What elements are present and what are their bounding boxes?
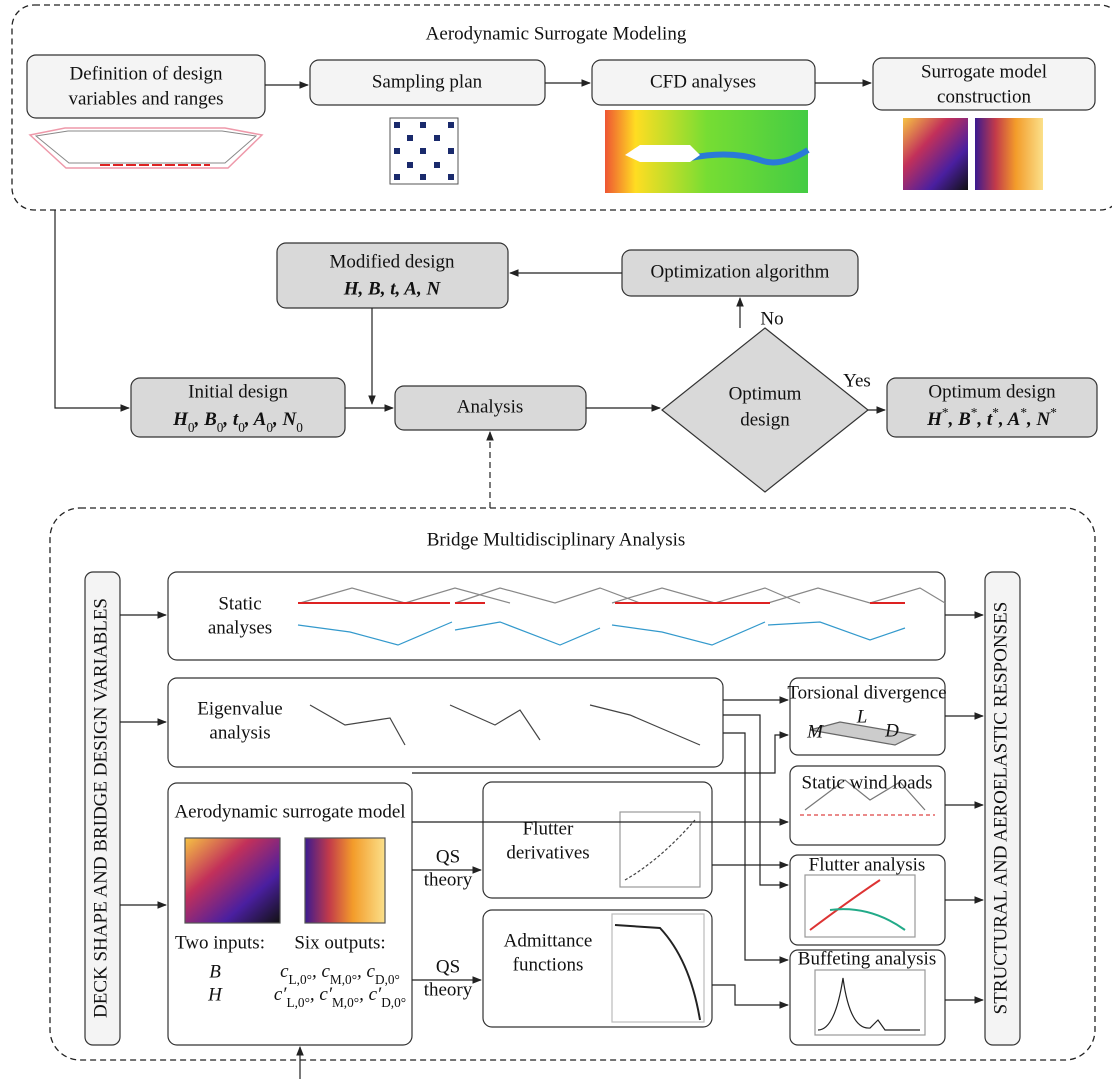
force-label: D [884, 720, 899, 741]
surrogate-plots [903, 118, 1043, 190]
branch-label: No [760, 308, 783, 329]
separator: , [976, 409, 987, 430]
symbol: A [1007, 409, 1021, 430]
decision-label: Optimum [729, 383, 802, 404]
arrow-label: theory [424, 869, 473, 890]
force-label: M [806, 721, 824, 742]
symbol: N [1035, 409, 1051, 430]
box-label: Aerodynamic surrogate model [174, 801, 405, 822]
box-label: Buffeting analysis [798, 948, 936, 969]
input-var: B [209, 961, 221, 982]
box-label: Static [218, 593, 261, 614]
box-label: Flutter analysis [809, 854, 926, 875]
symbol: c′ [274, 984, 287, 1005]
subscript: D,0° [381, 995, 406, 1010]
box-label: Analysis [457, 396, 524, 417]
box-label: Static wind loads [802, 772, 933, 793]
arrow-label: theory [424, 979, 473, 1000]
box-label: Flutter [523, 818, 574, 839]
box-label: Optimization algorithm [651, 261, 830, 282]
symbol: c′ [369, 984, 382, 1005]
box-label: Surrogate model [921, 61, 1047, 82]
box-label: Sampling plan [372, 71, 483, 92]
box-label: Torsional divergence [787, 682, 946, 703]
side-label: STRUCTURAL AND AEROELASTIC RESPONSES [990, 602, 1011, 1015]
side-label: DECK SHAPE AND BRIDGE DESIGN VARIABLES [90, 598, 111, 1018]
separator: , [272, 409, 283, 430]
box-label: Optimum design [928, 381, 1056, 402]
separator: , [312, 961, 322, 982]
force-label: L [856, 706, 868, 727]
symbol: B [957, 409, 971, 430]
separator: , [357, 961, 367, 982]
symbol: H [926, 409, 943, 430]
box-label: CFD analyses [650, 71, 756, 92]
section-title: Bridge Multidisciplinary Analysis [427, 529, 686, 550]
subscript: L,0° [289, 972, 312, 987]
box-label: Two inputs: [175, 932, 265, 953]
branch-label: Yes [843, 370, 871, 391]
decision-label: design [740, 409, 790, 430]
separator: , [194, 409, 205, 430]
subscript: L,0° [286, 995, 309, 1010]
sampling-plot [390, 118, 458, 184]
section-title: Aerodynamic Surrogate Modeling [426, 23, 687, 44]
box-label: analysis [209, 722, 270, 743]
separator: , [310, 984, 320, 1005]
symbol: H [172, 409, 189, 430]
box-label: functions [513, 954, 584, 975]
superscript: * [1050, 405, 1057, 420]
flutter-derivatives-box [483, 782, 712, 898]
subscript: M,0° [330, 972, 357, 987]
box-label: Eigenvalue [197, 698, 282, 719]
box-label: Initial design [188, 381, 288, 402]
static-box [168, 572, 945, 660]
arrow-label: QS [436, 956, 460, 977]
box-label: derivatives [506, 842, 589, 863]
input-var: H [207, 984, 223, 1005]
symbol: A [253, 409, 267, 430]
separator: , [998, 409, 1008, 430]
design-vars: H, B, t, A, N [343, 278, 442, 299]
box-label: construction [937, 86, 1031, 107]
box-label: Definition of design [69, 63, 223, 84]
separator: , [244, 409, 254, 430]
separator: , [1026, 409, 1037, 430]
box-label: analyses [208, 617, 272, 638]
box-label: Six outputs: [294, 932, 385, 953]
cfd-image [605, 110, 808, 193]
deck-sketch [30, 128, 262, 168]
subscript: M,0° [332, 995, 359, 1010]
separator: , [948, 409, 959, 430]
subscript: 0 [296, 420, 303, 435]
arrow-label: QS [436, 846, 460, 867]
separator: , [359, 984, 369, 1005]
separator: , [222, 409, 233, 430]
diagram: Aerodynamic Surrogate Modeling Definition… [0, 0, 1112, 1079]
box-label: Modified design [329, 251, 455, 272]
symbol: N [281, 409, 297, 430]
box-label: variables and ranges [68, 88, 223, 109]
box-label: Admittance [504, 930, 593, 951]
symbol: B [203, 409, 217, 430]
symbol: c′ [319, 984, 332, 1005]
